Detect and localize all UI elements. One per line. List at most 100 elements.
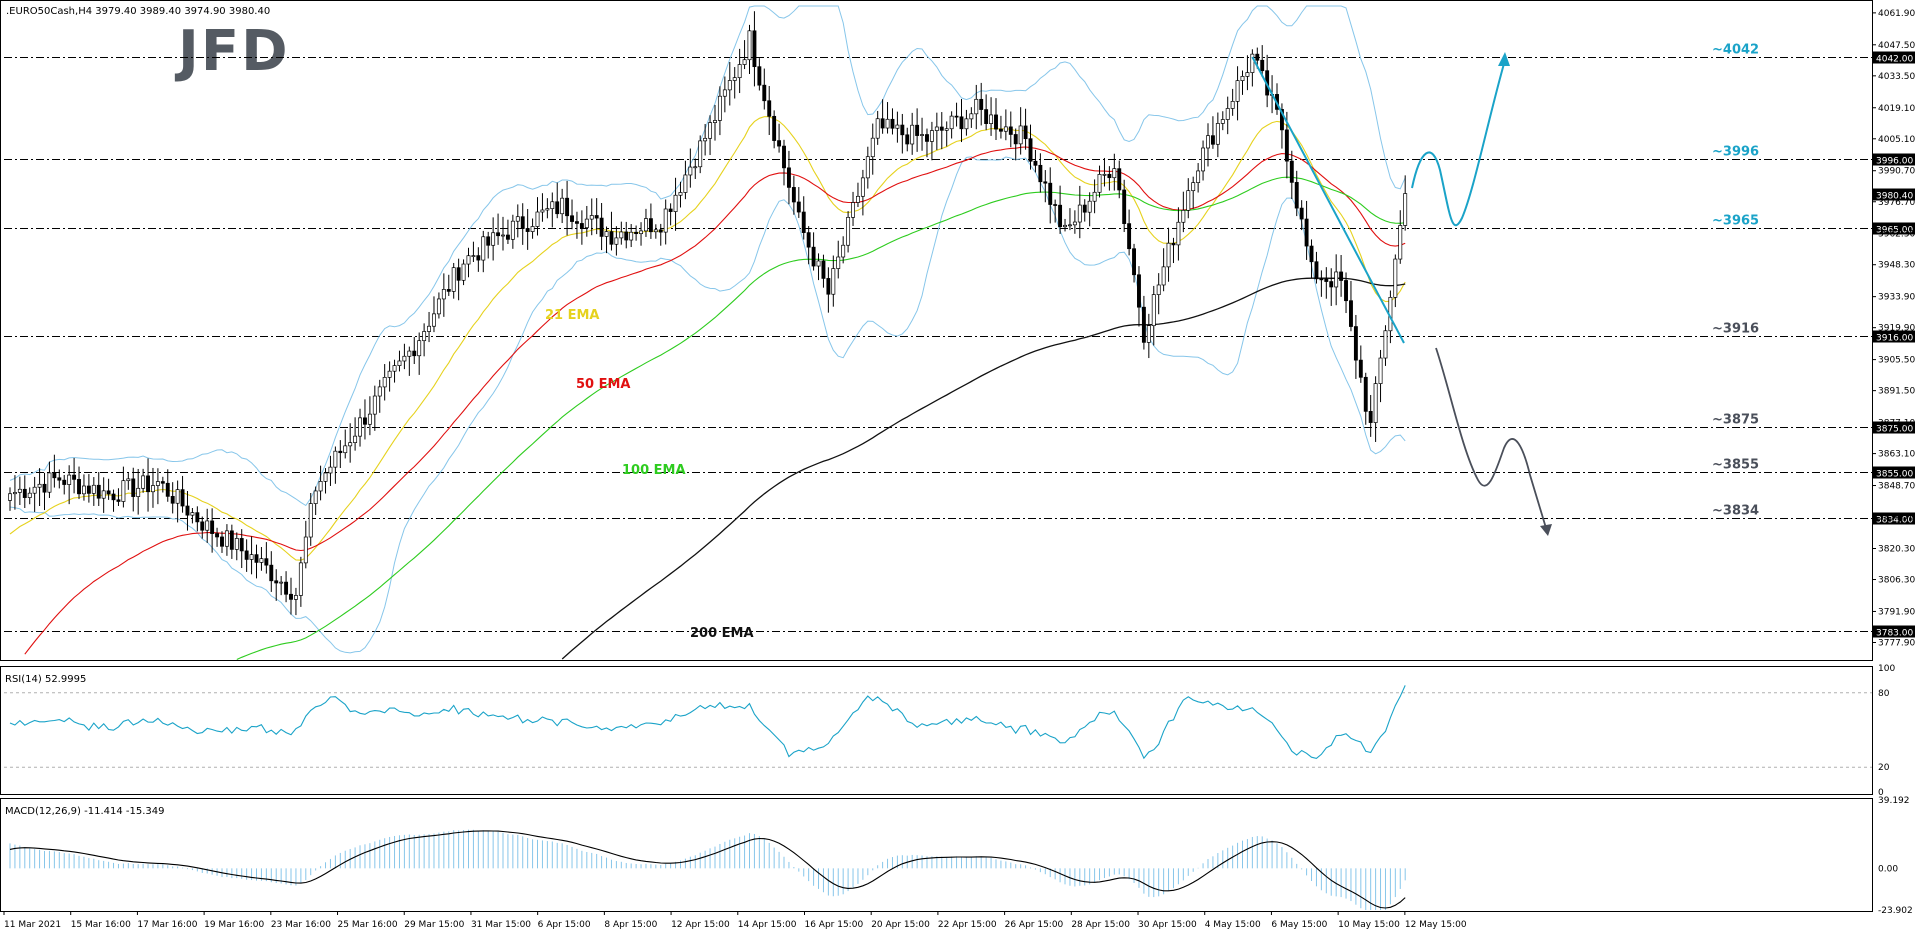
price-tick-label-0: 4061.90 xyxy=(1878,9,1915,19)
candle-body-114 xyxy=(570,215,574,222)
bearish-arrowhead xyxy=(1540,524,1552,536)
candle-body-164 xyxy=(816,260,821,267)
candle-body-229 xyxy=(1137,274,1141,308)
rsi-indicator: 100 80 20 0 xyxy=(4,664,1895,798)
candle-body-281 xyxy=(1393,258,1398,298)
candle-body-90 xyxy=(451,267,456,292)
candle-body-262 xyxy=(1299,207,1304,220)
candle-body-263 xyxy=(1304,218,1309,247)
ema-label-3: 200 EMA xyxy=(690,626,754,641)
candle-body-167 xyxy=(831,268,836,295)
candle-body-4 xyxy=(27,492,32,498)
candle-body-146 xyxy=(727,80,732,91)
price-tick-label-8: 3948.30 xyxy=(1878,261,1915,271)
candle-body-17 xyxy=(91,484,96,494)
candle-body-136 xyxy=(678,192,683,196)
level-label-5: ~3855 xyxy=(1712,458,1759,473)
time-label-12: 16 Apr 15:00 xyxy=(804,920,863,930)
candle-body-84 xyxy=(422,331,427,342)
candle-body-275 xyxy=(1363,376,1368,412)
macd-tick-2: -23.902 xyxy=(1878,906,1913,916)
candle-body-272 xyxy=(1349,300,1353,327)
candle-body-270 xyxy=(1339,271,1344,281)
candle-body-250 xyxy=(1240,76,1245,82)
candle-body-142 xyxy=(708,122,713,139)
candle-body-249 xyxy=(1235,80,1240,102)
candle-body-67 xyxy=(338,450,343,454)
candle-body-83 xyxy=(417,340,422,357)
candle-body-274 xyxy=(1358,359,1363,378)
candle-body-144 xyxy=(717,95,722,121)
candle-body-200 xyxy=(994,114,998,130)
candle-body-183 xyxy=(910,124,915,145)
candle-body-73 xyxy=(367,413,372,425)
candle-body-237 xyxy=(1176,221,1181,246)
candle-body-213 xyxy=(1058,204,1063,228)
candle-body-220 xyxy=(1092,191,1097,202)
candle-body-50 xyxy=(254,554,259,563)
candle-body-95 xyxy=(476,255,481,261)
time-label-1: 15 Mar 16:00 xyxy=(71,920,131,930)
candle-body-38 xyxy=(195,512,200,523)
candle-body-282 xyxy=(1398,225,1403,260)
candle-body-110 xyxy=(550,201,555,209)
candle-body-42 xyxy=(215,533,220,538)
rsi-title: RSI(14) 52.9995 xyxy=(5,674,86,685)
candle-body-91 xyxy=(456,267,461,281)
candle-body-75 xyxy=(377,386,382,397)
candle-body-96 xyxy=(481,236,486,261)
candle-body-178 xyxy=(885,118,890,129)
candle-body-265 xyxy=(1314,261,1319,280)
candle-body-160 xyxy=(796,201,801,213)
candle-body-89 xyxy=(446,289,451,292)
candle-body-175 xyxy=(870,137,875,158)
price-tick-label-5: 3990.70 xyxy=(1878,167,1915,177)
time-label-15: 26 Apr 15:00 xyxy=(1005,920,1064,930)
candle-body-88 xyxy=(441,289,446,300)
candle-body-32 xyxy=(165,482,170,497)
ema-label-1: 50 EMA xyxy=(576,377,631,392)
candle-body-40 xyxy=(205,520,210,531)
candle-body-159 xyxy=(791,187,796,203)
candle-body-97 xyxy=(486,236,491,246)
candle-body-278 xyxy=(1378,357,1383,384)
candle-body-68 xyxy=(343,445,348,454)
candle-body-103 xyxy=(515,216,520,222)
time-label-11: 14 Apr 15:00 xyxy=(738,920,797,930)
candle-body-150 xyxy=(747,30,752,61)
price-tick-label-1: 4047.50 xyxy=(1878,41,1915,51)
candle-body-98 xyxy=(491,232,496,246)
candle-body-70 xyxy=(353,435,358,443)
candle-body-49 xyxy=(249,554,254,560)
candle-body-63 xyxy=(318,481,323,492)
candle-body-273 xyxy=(1353,326,1358,361)
candle-body-11 xyxy=(62,479,67,485)
candle-body-197 xyxy=(979,98,984,110)
candle-body-251 xyxy=(1245,72,1250,77)
candle-body-269 xyxy=(1334,271,1339,288)
candle-body-276 xyxy=(1368,411,1373,423)
candle-body-148 xyxy=(737,64,742,79)
candle-body-15 xyxy=(81,485,86,495)
bearish-projection xyxy=(1435,347,1547,529)
candle-body-93 xyxy=(466,255,471,265)
candle-body-28 xyxy=(146,475,150,493)
candle-body-224 xyxy=(1112,168,1117,179)
macd-indicator: 39.192 0.00 -23.902 xyxy=(9,796,1913,916)
level-tag-bg-3 xyxy=(1873,330,1915,343)
candle-body-71 xyxy=(358,417,362,437)
candle-body-46 xyxy=(234,538,239,550)
candle-body-117 xyxy=(584,218,589,229)
level-tag-4: 3875.00 xyxy=(1876,425,1913,435)
candle-body-174 xyxy=(865,156,870,179)
candle-body-61 xyxy=(308,503,313,538)
candle-body-191 xyxy=(949,115,954,130)
candle-body-173 xyxy=(860,177,865,197)
candle-body-188 xyxy=(934,126,939,131)
candle-body-41 xyxy=(210,520,215,534)
candle-body-203 xyxy=(1008,126,1013,135)
candle-body-222 xyxy=(1102,173,1107,176)
candle-body-194 xyxy=(964,118,969,130)
candle-body-208 xyxy=(1033,160,1038,166)
candle-body-242 xyxy=(1201,147,1206,172)
